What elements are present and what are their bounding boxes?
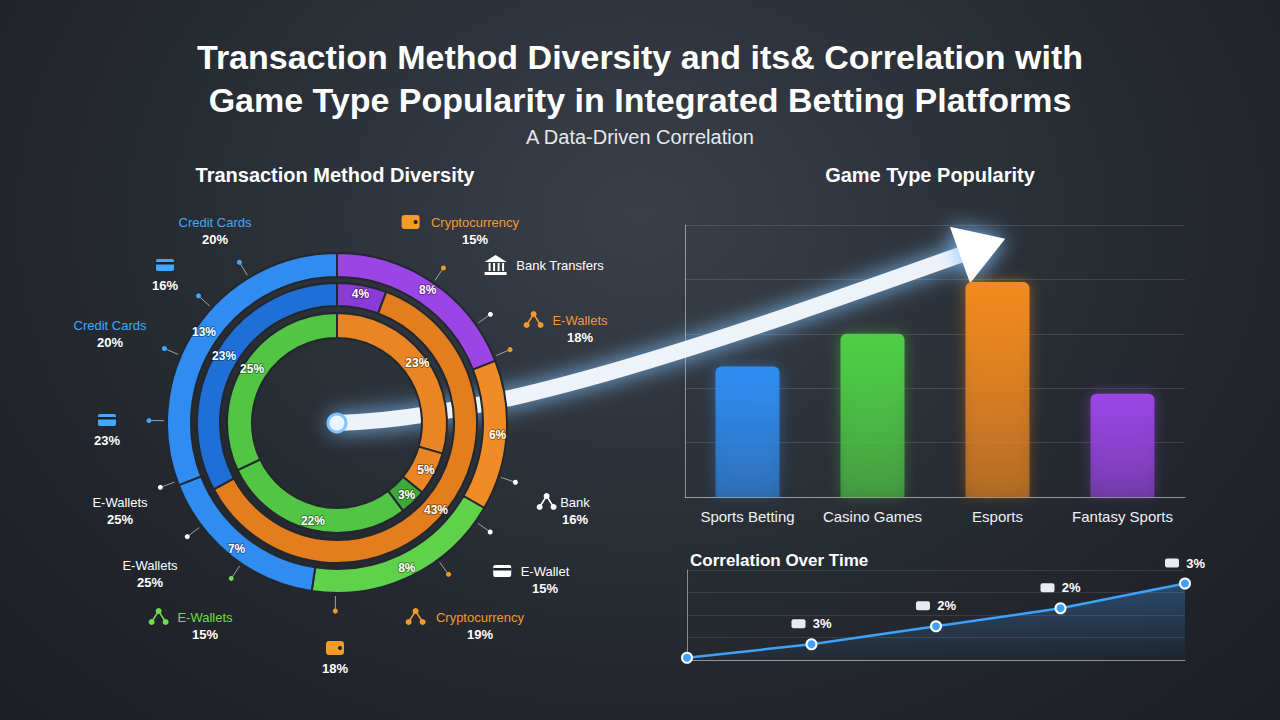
svg-text:E-Wallets: E-Wallets — [92, 495, 148, 510]
svg-text:18%: 18% — [322, 661, 348, 676]
svg-text:Transaction Method Diversity: Transaction Method Diversity — [196, 164, 476, 186]
svg-text:15%: 15% — [462, 232, 488, 247]
svg-text:Casino Games: Casino Games — [823, 508, 922, 525]
svg-text:23%: 23% — [212, 349, 236, 363]
svg-text:Fantasy Sports: Fantasy Sports — [1072, 508, 1173, 525]
svg-text:7%: 7% — [228, 542, 246, 556]
svg-text:Credit Cards: Credit Cards — [74, 318, 147, 333]
svg-text:Sports Betting: Sports Betting — [700, 508, 794, 525]
svg-text:E-Wallet: E-Wallet — [521, 564, 570, 579]
svg-text:Correlation Over Time: Correlation Over Time — [690, 551, 868, 570]
svg-text:15%: 15% — [532, 581, 558, 596]
svg-text:Game Type Popularity in Integr: Game Type Popularity in Integrated Betti… — [209, 81, 1072, 119]
svg-text:E-Wallets: E-Wallets — [552, 313, 608, 328]
svg-text:Game Type Popularity: Game Type Popularity — [825, 164, 1036, 186]
svg-text:19%: 19% — [467, 627, 493, 642]
svg-text:25%: 25% — [107, 512, 133, 527]
svg-text:2%: 2% — [1054, 580, 1080, 595]
svg-text:20%: 20% — [97, 335, 123, 350]
svg-text:Bank Transfers: Bank Transfers — [516, 258, 604, 273]
svg-text:2%: 2% — [930, 598, 956, 613]
svg-text:18%: 18% — [567, 330, 593, 345]
svg-text:Credit Cards: Credit Cards — [179, 215, 252, 230]
svg-text:E-Wallets: E-Wallets — [177, 610, 233, 625]
svg-text:Cryptocurrency: Cryptocurrency — [436, 610, 525, 625]
svg-text:E-Wallets: E-Wallets — [122, 558, 178, 573]
svg-text:25%: 25% — [137, 575, 163, 590]
svg-text:16%: 16% — [562, 512, 588, 527]
svg-text:Transaction Method Diversity a: Transaction Method Diversity and its& Co… — [197, 38, 1083, 76]
svg-text:8%: 8% — [398, 561, 416, 575]
svg-text:5%: 5% — [417, 463, 435, 477]
svg-text:25%: 25% — [240, 362, 264, 376]
svg-text:3%: 3% — [805, 616, 831, 631]
svg-text:3%: 3% — [398, 488, 416, 502]
svg-text:13%: 13% — [192, 325, 216, 339]
svg-text:4%: 4% — [352, 287, 370, 301]
svg-text:Bank: Bank — [560, 495, 590, 510]
svg-text:Cryptocurrency: Cryptocurrency — [431, 215, 520, 230]
svg-text:16%: 16% — [152, 278, 178, 293]
svg-text:23%: 23% — [405, 356, 429, 370]
svg-text:22%: 22% — [301, 514, 325, 528]
svg-text:23%: 23% — [94, 433, 120, 448]
svg-text:Esports: Esports — [972, 508, 1023, 525]
svg-text:43%: 43% — [424, 503, 448, 517]
svg-text:8%: 8% — [419, 283, 437, 297]
svg-text:20%: 20% — [202, 232, 228, 247]
svg-text:6%: 6% — [489, 428, 507, 442]
svg-text:A Data-Driven Correlation: A Data-Driven Correlation — [526, 126, 754, 148]
svg-text:3%: 3% — [1179, 556, 1205, 571]
svg-text:15%: 15% — [192, 627, 218, 642]
